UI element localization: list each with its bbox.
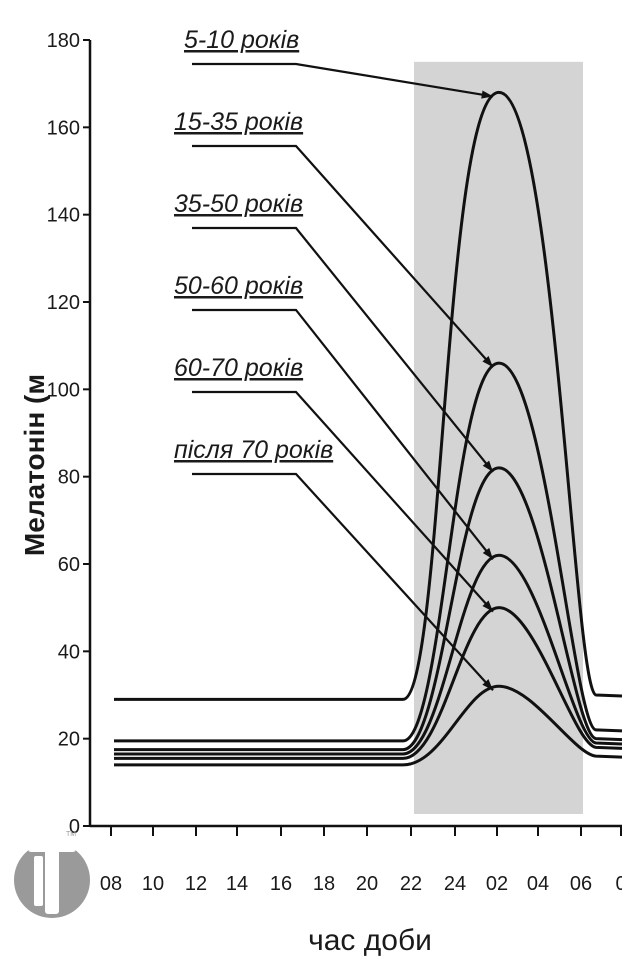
y-tick-label: 140 [47, 205, 80, 227]
leader-line [192, 308, 494, 560]
series-curves [114, 90, 622, 767]
y-tick-label: 0 [69, 816, 80, 838]
series-curve [114, 684, 622, 767]
x-tick-label: 14 [226, 873, 248, 895]
series-label: 60-70 років [174, 354, 303, 382]
series-label: 5-10 років [184, 26, 299, 54]
y-tick-label: 120 [47, 292, 80, 314]
x-tick-label: 04 [527, 873, 549, 895]
logo-t-icon: ТМ [14, 831, 90, 918]
leader-arrowhead [482, 460, 493, 472]
x-tick-label: 08 [100, 873, 122, 895]
leader-arrowhead [482, 600, 493, 612]
annotation-leaders: 5-10 років 15-35 років 35-50 років 50-60 ро… [174, 26, 494, 692]
series-label: 35-50 років [174, 190, 303, 218]
series-label: після 70 років [174, 436, 333, 464]
y-tick-label: 20 [58, 729, 80, 751]
y-tick-label: 100 [47, 379, 80, 401]
logo-text: ТМ [66, 831, 76, 838]
leader-arrowhead [482, 355, 493, 368]
leader-line [192, 472, 494, 692]
x-tick-label: 22 [400, 873, 422, 895]
y-tick-label: 60 [58, 554, 80, 576]
night-band [414, 61, 583, 815]
x-tick-label: 06 [570, 873, 592, 895]
x-tick-label: 20 [356, 873, 378, 895]
leader-arrowhead [481, 90, 493, 99]
x-tick-label: 18 [313, 873, 335, 895]
series-curve [114, 466, 622, 752]
leader-line [192, 144, 494, 368]
leader-arrowhead [482, 679, 493, 691]
series-curve [114, 90, 622, 701]
y-ticks: 0 20 40 60 80 100 120 140 160 180 [47, 30, 90, 838]
x-axis-title: час доби [308, 924, 432, 957]
x-tick-label: 10 [142, 873, 164, 895]
series-curve [114, 553, 622, 756]
y-tick-label: 180 [47, 30, 80, 52]
y-tick-label: 160 [47, 117, 80, 139]
leader-line [192, 226, 494, 473]
x-tick-label: 24 [444, 873, 466, 895]
x-tick-label: 16 [270, 873, 292, 895]
leader-arrowhead [482, 547, 493, 560]
leader-line [192, 390, 494, 613]
y-tick-label: 40 [58, 641, 80, 663]
series-curve [114, 606, 622, 760]
y-axis-title: Мелатонін (м [19, 374, 50, 556]
x-tick-label: 0 [615, 873, 622, 895]
x-tick-label: 02 [486, 873, 508, 895]
y-tick-label: 80 [58, 467, 80, 489]
x-tick-label: 12 [185, 873, 207, 895]
leader-line [192, 62, 494, 98]
series-label: 50-60 років [174, 272, 303, 300]
x-ticks: 08 10 12 14 16 18 20 22 24 02 04 06 0 [100, 826, 622, 895]
series-curve [114, 361, 622, 743]
series-label: 15-35 років [174, 108, 303, 136]
